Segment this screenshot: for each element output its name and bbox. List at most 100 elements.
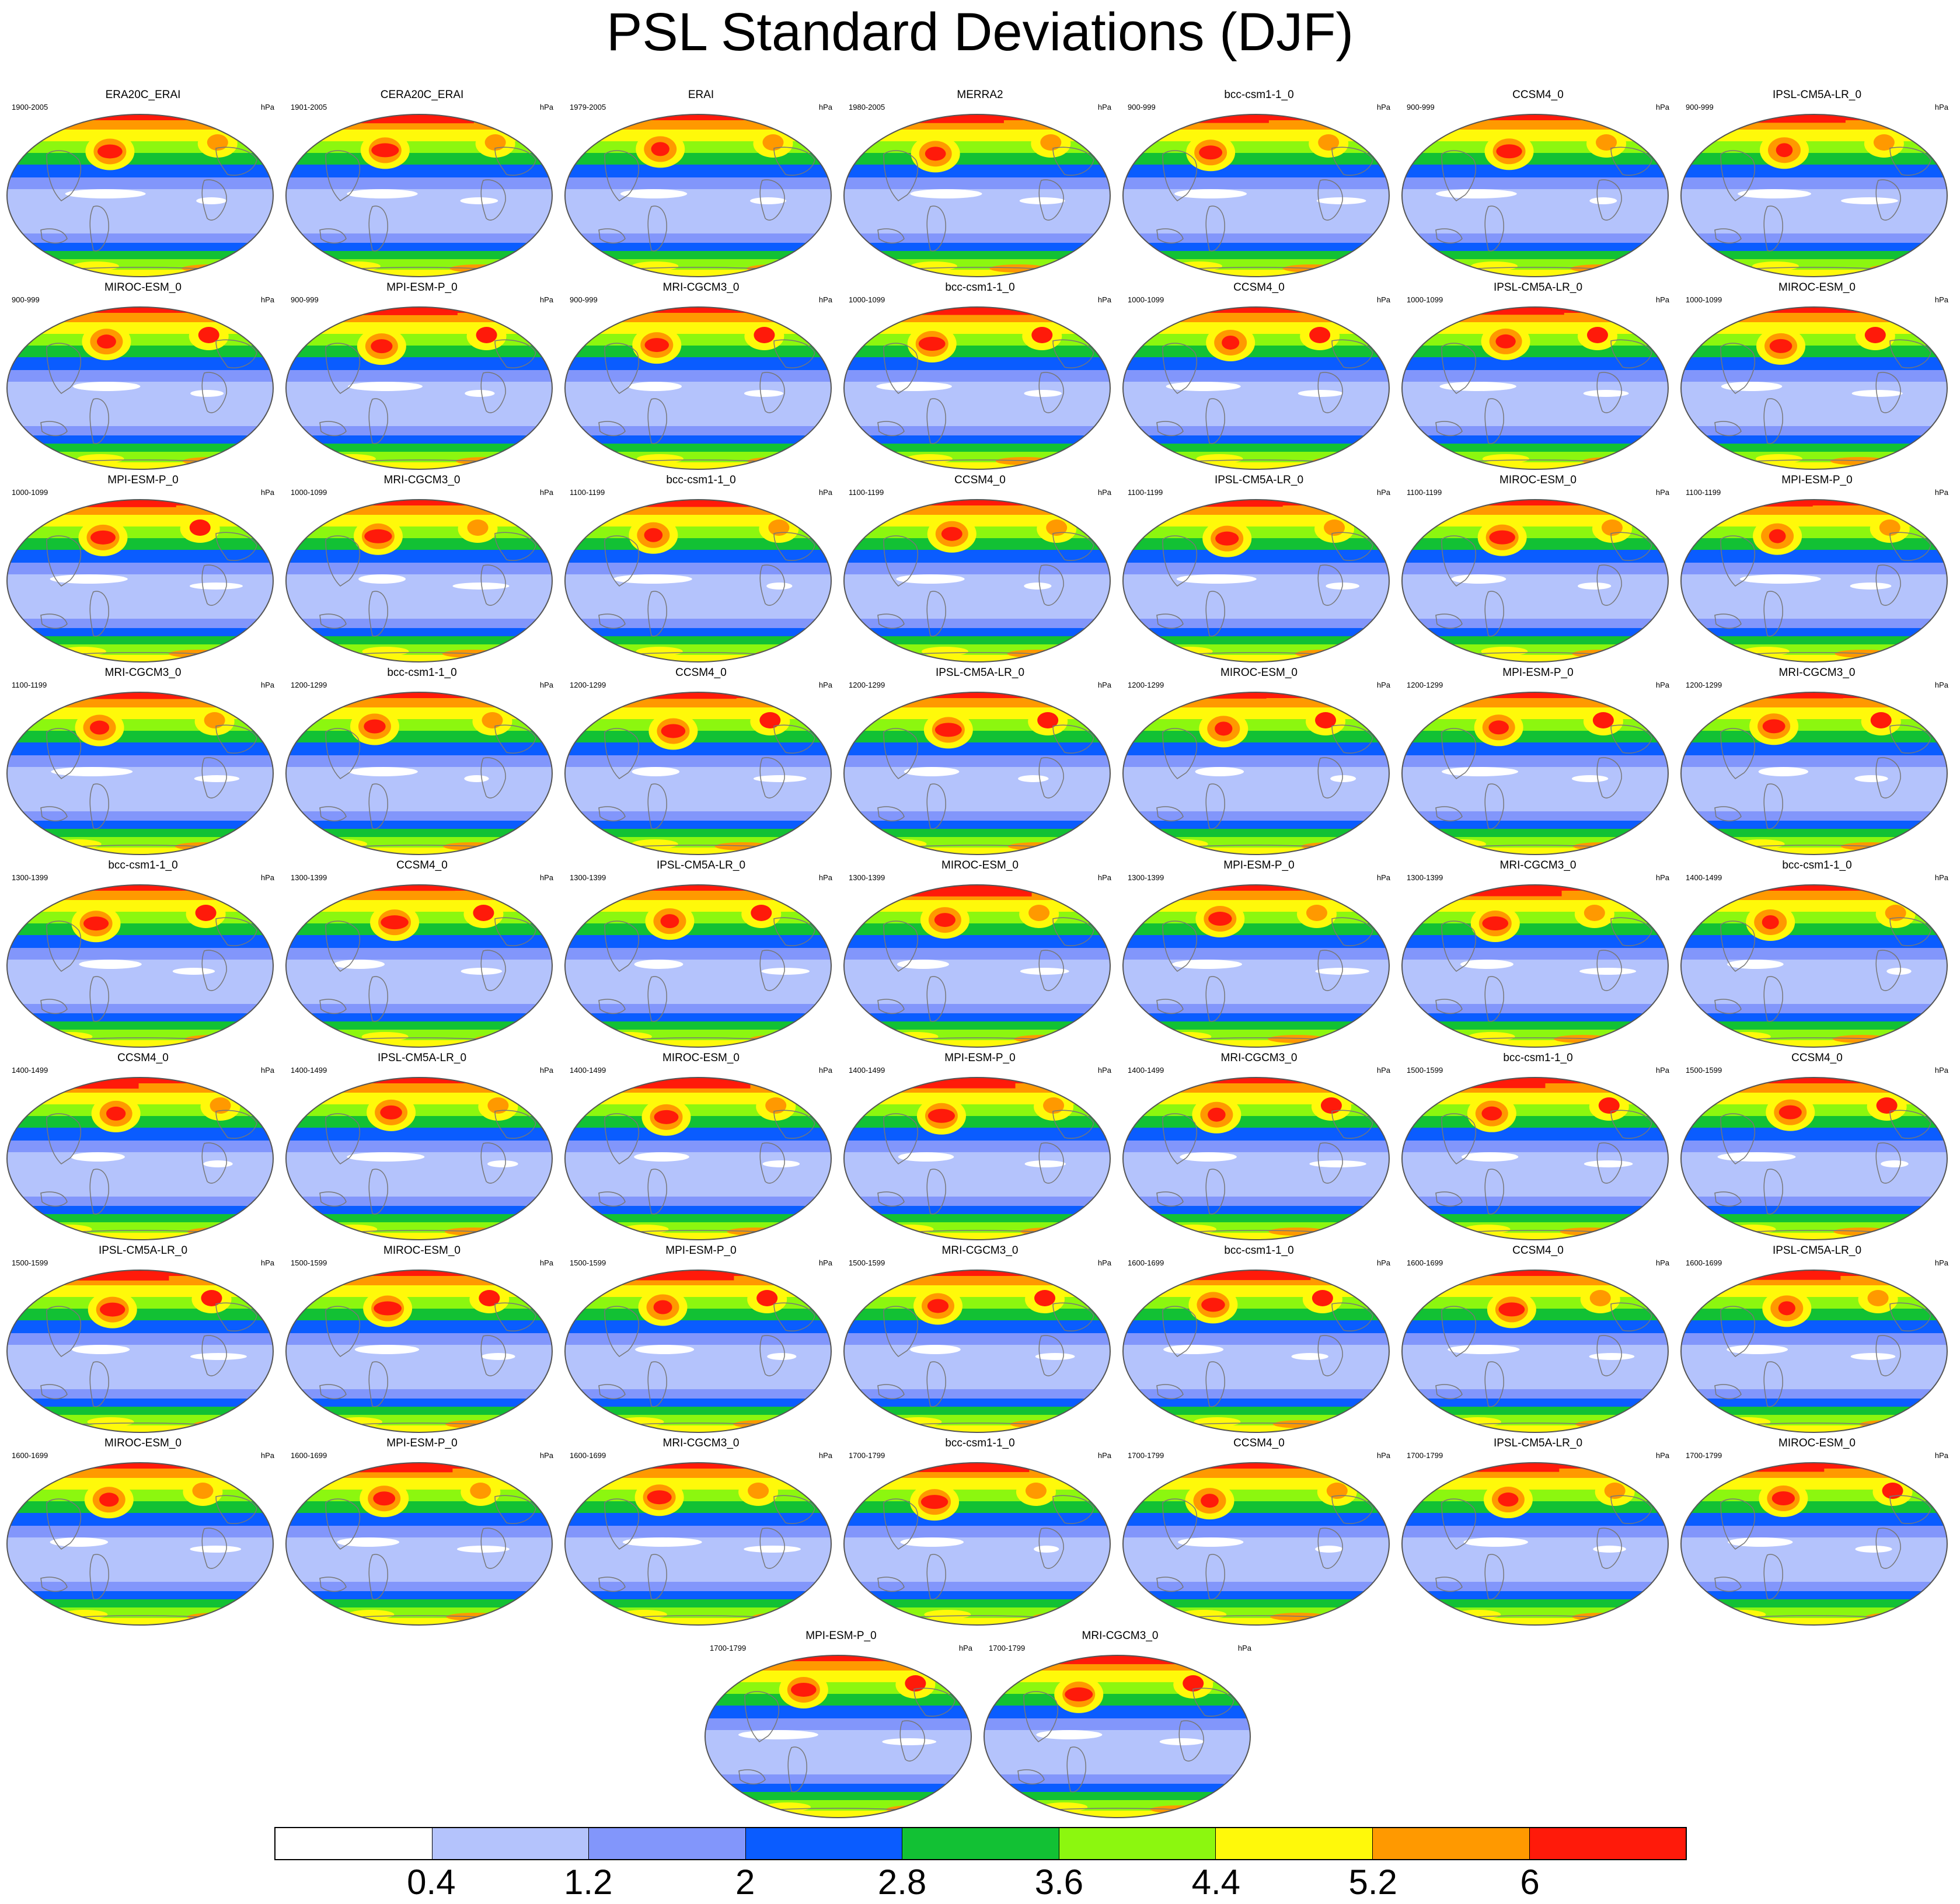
panel-years-label: 1200-1299 [1407, 681, 1443, 689]
panel-model-label: bcc-csm1-1_0 [1503, 1052, 1573, 1064]
panel-years-label: 1100-1199 [849, 488, 884, 497]
panel-model-label: CCSM4_0 [117, 1052, 169, 1064]
panel-years-label: 1200-1299 [1686, 681, 1722, 689]
psl-std-map [1122, 499, 1390, 662]
map-panel: MIROC-ESM_0 1600-1699 hPa [6, 1437, 280, 1630]
panel-years-label: 1500-1599 [1407, 1066, 1443, 1075]
psl-std-map [1680, 499, 1948, 662]
colorbar-swatch [1529, 1828, 1686, 1859]
panel-years-label: 1400-1499 [1128, 1066, 1164, 1075]
panel-model-label: IPSL-CM5A-LR_0 [98, 1244, 188, 1257]
panel-unit-label: hPa [1655, 1066, 1669, 1075]
panel-model-label: IPSL-CM5A-LR_0 [377, 1052, 467, 1064]
panel-years-label: 900-999 [1407, 103, 1435, 111]
map-panel: MPI-ESM-P_0 1500-1599 hPa [564, 1244, 838, 1437]
psl-std-map [564, 1462, 832, 1626]
colorbar [274, 1827, 1687, 1860]
panel-years-label: 1700-1799 [1407, 1451, 1443, 1460]
map-panel: MERRA2 1980-2005 hPa [843, 89, 1117, 281]
psl-std-map [285, 499, 553, 662]
panel-years-label: 1300-1399 [570, 873, 606, 882]
psl-std-map [1680, 692, 1948, 855]
panel-unit-label: hPa [539, 1451, 553, 1460]
psl-std-map [285, 306, 553, 470]
panel-years-label: 1400-1499 [291, 1066, 327, 1075]
panel-years-label: 1600-1699 [291, 1451, 327, 1460]
panel-years-label: 1300-1399 [1128, 873, 1164, 882]
panel-unit-label: hPa [260, 873, 274, 882]
psl-std-map [1680, 884, 1948, 1048]
colorbar-tick-label: 3.6 [1034, 1863, 1084, 1902]
panel-model-label: bcc-csm1-1_0 [1224, 89, 1294, 101]
panel-model-label: bcc-csm1-1_0 [666, 474, 736, 486]
panel-years-label: 1980-2005 [849, 103, 885, 111]
panel-model-label: bcc-csm1-1_0 [1224, 1244, 1294, 1257]
panel-unit-label: hPa [1934, 488, 1948, 497]
panel-model-label: MIROC-ESM_0 [662, 1052, 740, 1064]
psl-std-map [1680, 114, 1948, 277]
panel-unit-label: hPa [1097, 295, 1111, 304]
panel-unit-label: hPa [818, 295, 832, 304]
panel-years-label: 1901-2005 [291, 103, 327, 111]
map-panel: CCSM4_0 900-999 hPa [1401, 89, 1675, 281]
panel-unit-label: hPa [1097, 1258, 1111, 1267]
panel-years-label: 1100-1199 [12, 681, 47, 689]
panel-years-label: 1100-1199 [570, 488, 605, 497]
map-panel: MIROC-ESM_0 1400-1499 hPa [564, 1052, 838, 1244]
panel-unit-label: hPa [539, 295, 553, 304]
panel-unit-label: hPa [1376, 1066, 1390, 1075]
psl-std-map [564, 1270, 832, 1433]
panel-unit-label: hPa [1934, 1451, 1948, 1460]
psl-std-map [564, 114, 832, 277]
map-panel: CCSM4_0 1000-1099 hPa [1122, 281, 1396, 474]
psl-std-map [564, 884, 832, 1048]
panel-unit-label: hPa [1934, 873, 1948, 882]
panel-model-label: bcc-csm1-1_0 [1782, 859, 1852, 871]
panel-years-label: 1000-1099 [1686, 295, 1722, 304]
psl-std-map [1680, 306, 1948, 470]
panel-model-label: ERA20C_ERAI [105, 89, 181, 101]
panel-unit-label: hPa [818, 1258, 832, 1267]
panel-model-label: MIROC-ESM_0 [383, 1244, 461, 1257]
panel-unit-label: hPa [1655, 681, 1669, 689]
map-panel: CCSM4_0 1400-1499 hPa [6, 1052, 280, 1244]
map-panel: IPSL-CM5A-LR_0 1700-1799 hPa [1401, 1437, 1675, 1630]
panel-unit-label: hPa [260, 1451, 274, 1460]
psl-std-map [6, 306, 274, 470]
panel-unit-label: hPa [260, 1258, 274, 1267]
panel-years-label: 1600-1699 [1407, 1258, 1443, 1267]
map-panel: bcc-csm1-1_0 1400-1499 hPa [1680, 859, 1954, 1052]
panel-years-label: 1200-1299 [570, 681, 606, 689]
map-panel: MIROC-ESM_0 1100-1199 hPa [1401, 474, 1675, 667]
panel-unit-label: hPa [818, 103, 832, 111]
panel-unit-label: hPa [818, 1451, 832, 1460]
map-panel: CCSM4_0 1600-1699 hPa [1401, 1244, 1675, 1437]
map-panel: CCSM4_0 1500-1599 hPa [1680, 1052, 1954, 1244]
panel-unit-label: hPa [818, 681, 832, 689]
panel-years-label: 1700-1799 [849, 1451, 885, 1460]
colorbar-tick-label: 2.8 [877, 1863, 927, 1902]
panel-model-label: MIROC-ESM_0 [104, 281, 182, 294]
panel-unit-label: hPa [1097, 681, 1111, 689]
panel-years-label: 1100-1199 [1407, 488, 1442, 497]
panel-years-label: 1979-2005 [570, 103, 606, 111]
panel-years-label: 1500-1599 [849, 1258, 885, 1267]
panel-years-label: 1300-1399 [1407, 873, 1443, 882]
panel-years-label: 1700-1799 [989, 1644, 1026, 1652]
map-panel: MRI-CGCM3_0 1400-1499 hPa [1122, 1052, 1396, 1244]
map-panel: IPSL-CM5A-LR_0 1200-1299 hPa [843, 667, 1117, 859]
panel-model-label: MRI-CGCM3_0 [941, 1244, 1019, 1257]
panel-model-label: MRI-CGCM3_0 [1499, 859, 1577, 871]
map-panel: MPI-ESM-P_0 1300-1399 hPa [1122, 859, 1396, 1052]
psl-std-map [1401, 499, 1669, 662]
panel-years-label: 900-999 [1128, 103, 1156, 111]
panel-years-label: 900-999 [291, 295, 319, 304]
map-panel: CERA20C_ERAI 1901-2005 hPa [285, 89, 559, 281]
colorbar-labels: 0.4 1.2 2 2.8 3.6 4.4 5.2 6 [0, 1863, 1960, 1904]
panel-model-label: MPI-ESM-P_0 [1781, 474, 1853, 486]
colorbar-tick-label: 6 [1520, 1863, 1540, 1902]
panel-years-label: 1200-1299 [849, 681, 885, 689]
panel-years-label: 1500-1599 [291, 1258, 327, 1267]
panel-years-label: 1600-1699 [1128, 1258, 1164, 1267]
panel-model-label: IPSL-CM5A-LR_0 [1772, 89, 1862, 101]
